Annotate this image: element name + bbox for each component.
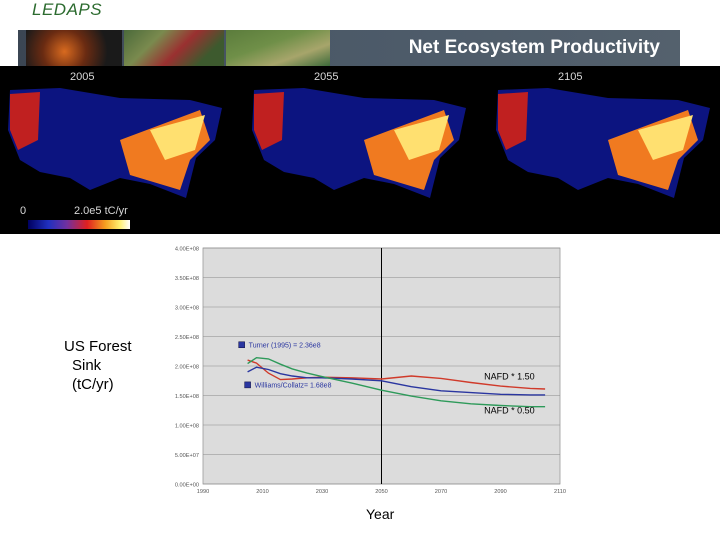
scenario-annotation-2: NAFD * 0.50 [484, 405, 535, 415]
x-tick-label: 2050 [375, 489, 387, 495]
side-label-line-1: US Forest [64, 338, 132, 355]
reference-marker-label-1: Turner (1995) = 2.36e8 [249, 342, 321, 349]
reference-marker-2 [244, 381, 251, 389]
page-title: Net Ecosystem Productivity [408, 37, 660, 58]
forest-sink-chart: 0.00E+00 5.00E+07 1.00E+08 1.50E+08 2.00E+08… [175, 247, 566, 496]
y-tick-label: 2.00E+08 [175, 365, 199, 371]
series-line-1 [247, 359, 546, 390]
x-tick-label: 2010 [256, 489, 268, 495]
map-year-label-2105: 2105 [558, 71, 583, 83]
x-tick-label: 2030 [316, 489, 328, 495]
colorbar-min-label: 0 [20, 205, 27, 217]
side-label-line-2: Sink [72, 357, 102, 374]
colorbar-max-label: 2.0e5 tC/yr [74, 205, 128, 217]
y-tick-label: 3.00E+08 [175, 306, 199, 312]
ledaps-logo: LEDAPS [32, 0, 103, 19]
colorbar [28, 220, 130, 229]
series-line-3 [247, 356, 546, 408]
usa-map-thumbnail [226, 30, 330, 66]
y-tick-label: 4.00E+08 [175, 247, 199, 253]
x-tick-label: 2110 [554, 489, 566, 495]
nep-map-2055 [252, 88, 466, 198]
y-tick-label: 1.00E+08 [175, 424, 199, 430]
y-tick-label: 3.50E+08 [175, 276, 199, 282]
x-tick-label: 2090 [494, 489, 506, 495]
y-tick-label: 0.00E+00 [175, 483, 199, 489]
title-banner: Net Ecosystem Productivity [18, 30, 680, 66]
x-tick-label: 1990 [197, 489, 209, 495]
map-year-label-2005: 2005 [70, 71, 95, 83]
y-tick-label: 2.50E+08 [175, 335, 199, 341]
nep-map-2005 [8, 88, 222, 198]
scenario-annotation-1: NAFD * 1.50 [484, 372, 535, 382]
reference-marker-1 [238, 341, 245, 349]
map-year-label-2055: 2055 [314, 71, 339, 83]
side-label-line-3: (tC/yr) [72, 376, 114, 393]
nep-map-2105 [496, 88, 710, 198]
satellite-photo-thumbnail [124, 30, 224, 66]
reference-marker-label-2: Williams/Collatz= 1.68e8 [255, 382, 332, 389]
fire-photo-thumbnail [26, 30, 122, 66]
series-line-2 [247, 366, 546, 396]
x-axis-title: Year [366, 506, 395, 522]
y-axis-side-label: US Forest Sink (tC/yr) [64, 337, 132, 394]
nep-maps-panel: 2005 2055 2105 0 2.0e5 tC/yr [0, 66, 720, 234]
y-tick-label: 1.50E+08 [175, 394, 199, 400]
y-tick-label: 5.00E+07 [175, 453, 199, 459]
x-tick-label: 2070 [435, 489, 447, 495]
